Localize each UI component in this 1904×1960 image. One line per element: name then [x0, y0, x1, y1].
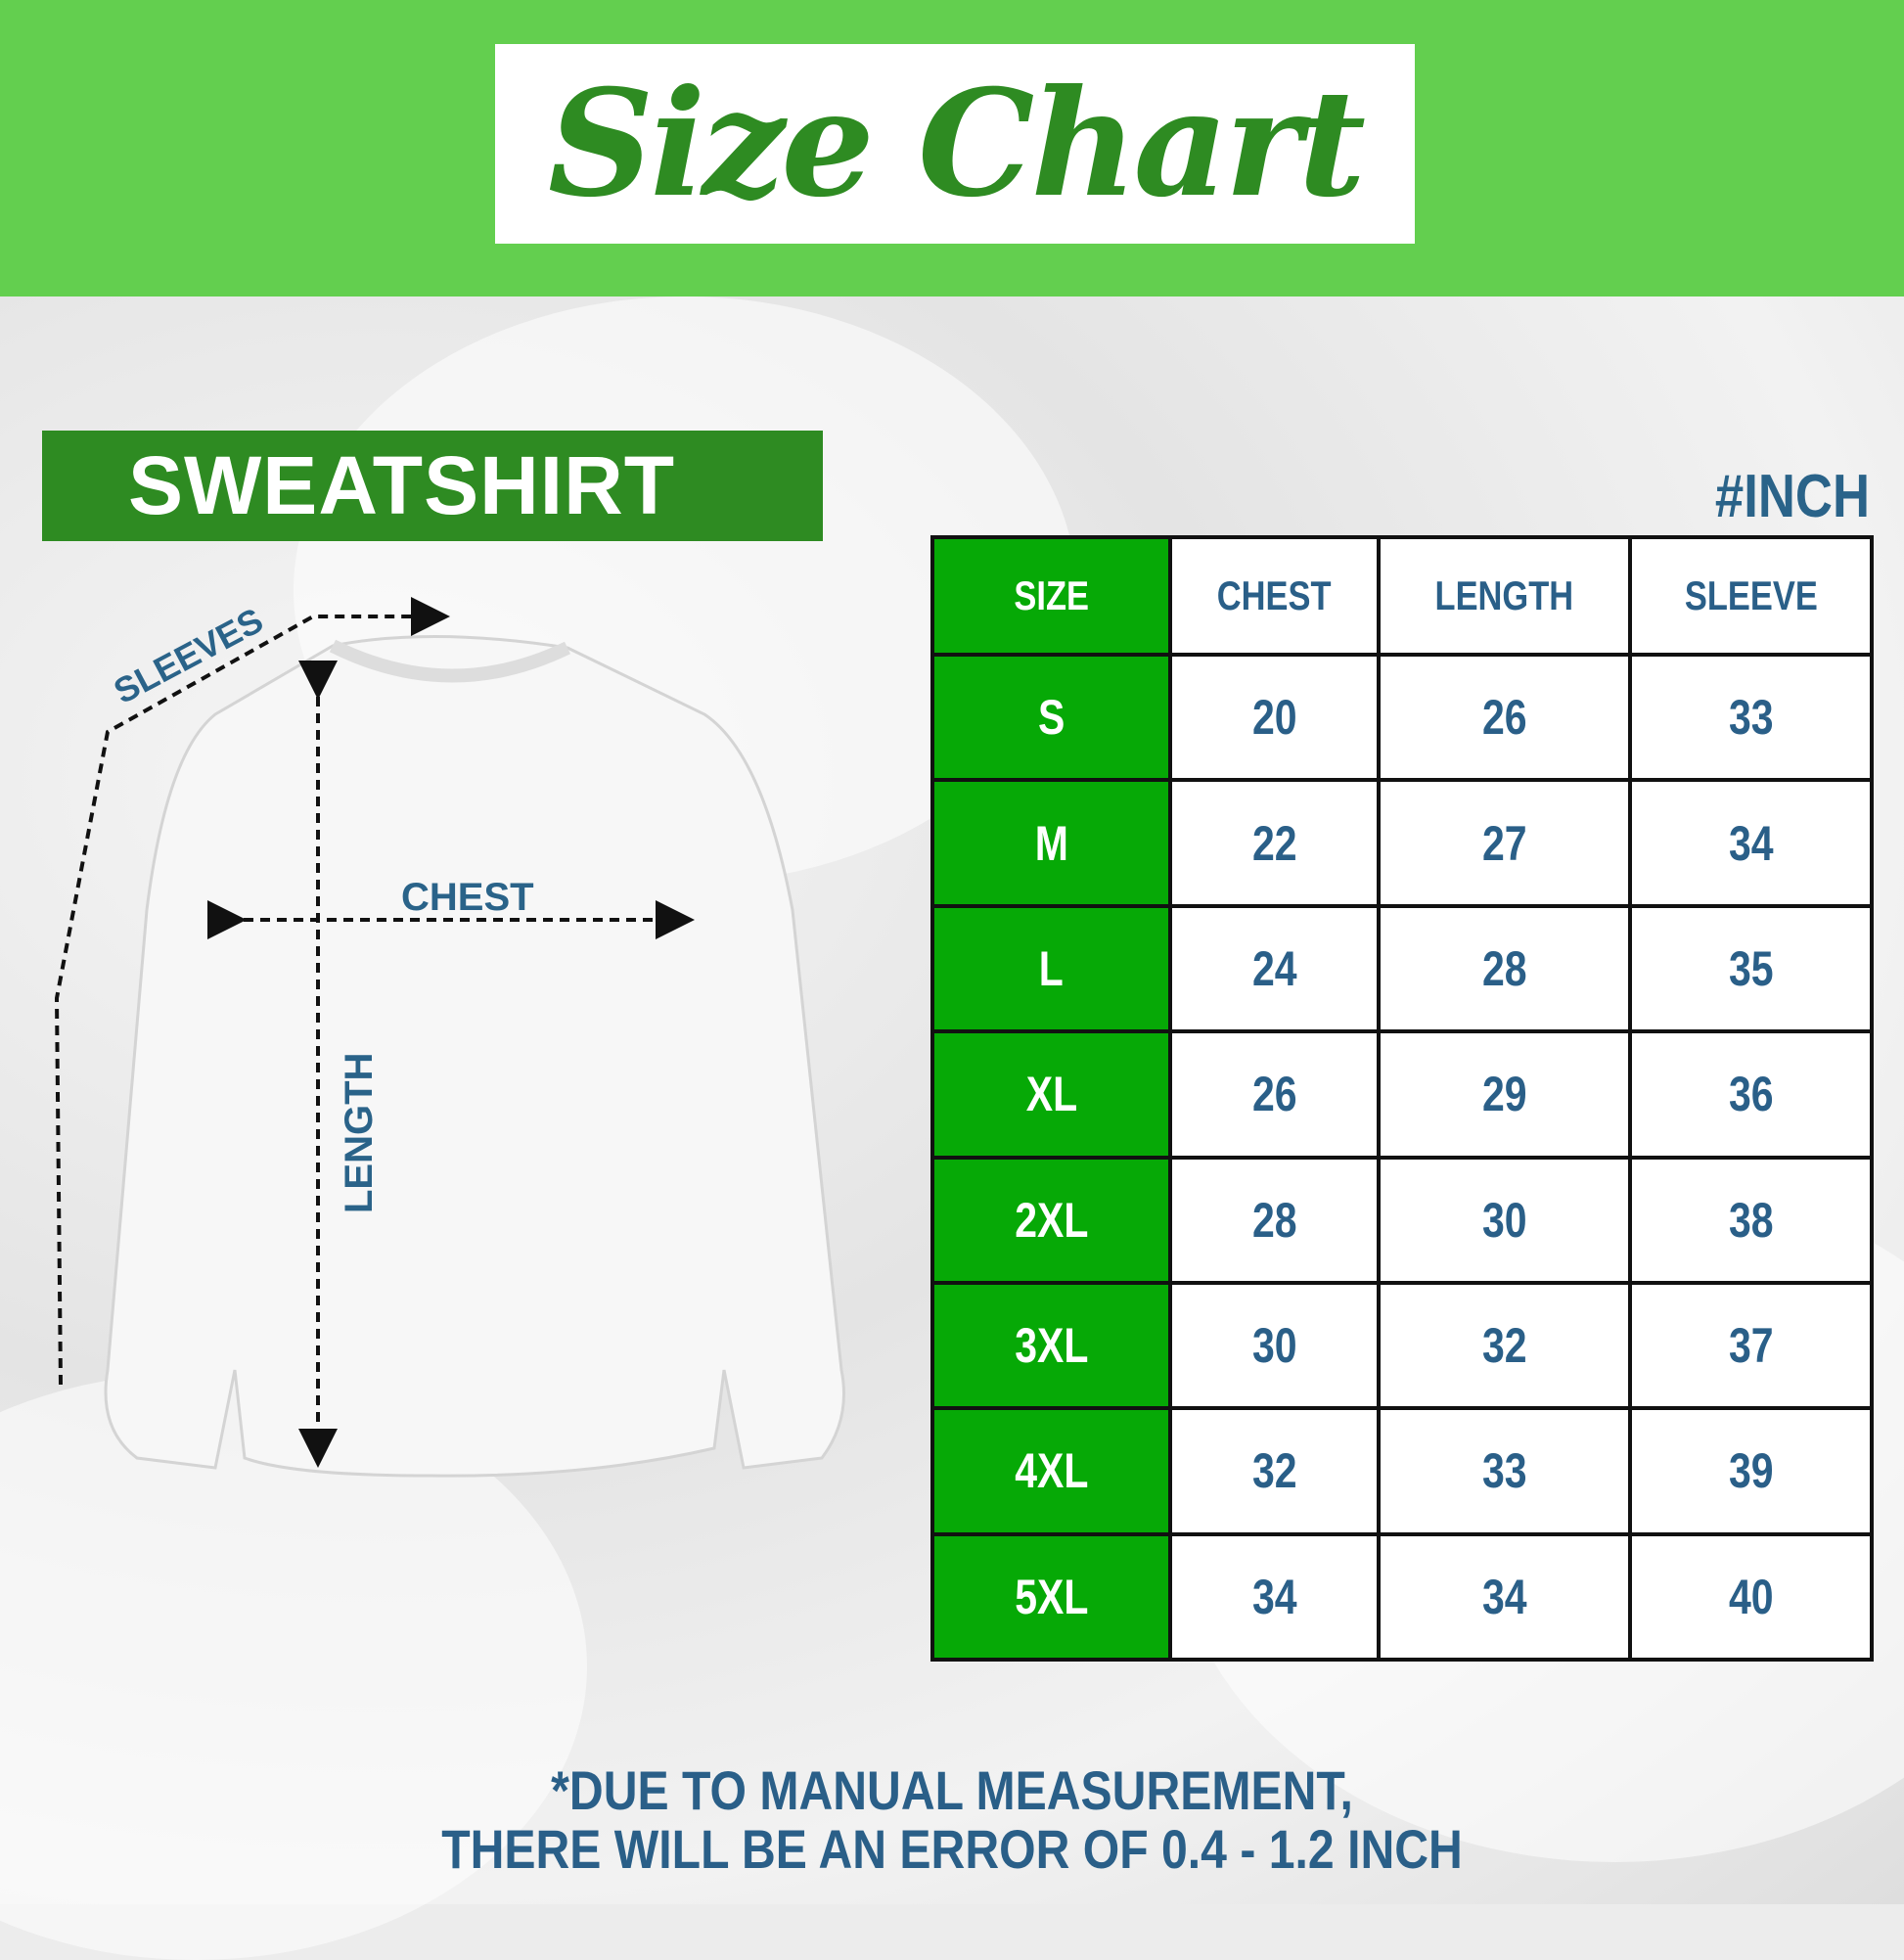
length-cell: 32: [1376, 1280, 1633, 1411]
header-length: LENGTH: [1376, 535, 1633, 657]
sleeve-cell: 38: [1628, 1155, 1874, 1285]
header-chest: CHEST: [1168, 535, 1381, 657]
length-cell: 33: [1376, 1406, 1633, 1536]
header-banner: Size Chart: [0, 0, 1904, 296]
size-cell: 4XL: [930, 1406, 1172, 1536]
table-row: L 24 28 35: [930, 903, 1874, 1034]
header-size: SIZE: [930, 535, 1172, 657]
size-cell: M: [930, 778, 1172, 908]
chest-cell: 32: [1168, 1406, 1381, 1536]
length-label: LENGTH: [338, 1053, 381, 1213]
sleeve-cell: 40: [1628, 1531, 1874, 1663]
table-row: XL 26 29 36: [930, 1029, 1874, 1160]
chest-cell: 30: [1168, 1280, 1381, 1411]
chest-label: CHEST: [401, 876, 534, 919]
table-row: 2XL 28 30 38: [930, 1155, 1874, 1285]
unit-label: #INCH: [1714, 463, 1870, 530]
product-banner: SWEATSHIRT: [42, 431, 823, 541]
chest-cell: 34: [1168, 1531, 1381, 1663]
length-cell: 34: [1376, 1531, 1633, 1663]
size-cell: S: [930, 652, 1172, 783]
size-cell: L: [930, 903, 1172, 1034]
length-cell: 30: [1376, 1155, 1633, 1285]
note-line-1: *DUE TO MANUAL MEASUREMENT,: [551, 1759, 1353, 1821]
table-row: 3XL 30 32 37: [930, 1280, 1874, 1411]
length-cell: 28: [1376, 903, 1633, 1034]
header-sleeve: SLEEVE: [1628, 535, 1874, 657]
size-table: SIZE CHEST LENGTH SLEEVE S 20 26 33 M 22 27 34 L…: [930, 535, 1874, 1663]
table-row: 5XL 34 34 40: [930, 1531, 1874, 1663]
chest-cell: 22: [1168, 778, 1381, 908]
size-cell: XL: [930, 1029, 1172, 1160]
size-cell: 2XL: [930, 1155, 1172, 1285]
note-line-2: THERE WILL BE AN ERROR OF 0.4 - 1.2 INCH: [441, 1818, 1463, 1880]
title-box: Size Chart: [495, 44, 1415, 244]
sweatshirt-image: [104, 635, 845, 1478]
table-row: S 20 26 33: [930, 652, 1874, 783]
sleeve-cell: 33: [1628, 652, 1874, 783]
sleeves-label: SLEEVES: [108, 600, 270, 711]
chest-cell: 24: [1168, 903, 1381, 1034]
sleeve-cell: 34: [1628, 778, 1874, 908]
sleeves-arrow: [54, 597, 450, 1386]
chest-cell: 28: [1168, 1155, 1381, 1285]
chest-cell: 20: [1168, 652, 1381, 783]
measurement-note: *DUE TO MANUAL MEASUREMENT, THERE WILL B…: [0, 1761, 1904, 1879]
size-cell: 5XL: [930, 1531, 1172, 1663]
table-row: 4XL 32 33 39: [930, 1406, 1874, 1536]
sweatshirt-diagram: CHEST LENGTH SLEEVES: [54, 597, 845, 1478]
table-header-row: SIZE CHEST LENGTH SLEEVE: [930, 535, 1874, 657]
length-cell: 27: [1376, 778, 1633, 908]
chest-cell: 26: [1168, 1029, 1381, 1160]
sleeve-cell: 35: [1628, 903, 1874, 1034]
sleeve-cell: 37: [1628, 1280, 1874, 1411]
page-title: Size Chart: [547, 58, 1366, 230]
product-name: SWEATSHIRT: [128, 439, 676, 531]
table-row: M 22 27 34: [930, 778, 1874, 908]
length-cell: 26: [1376, 652, 1633, 783]
length-cell: 29: [1376, 1029, 1633, 1160]
sleeve-cell: 36: [1628, 1029, 1874, 1160]
size-cell: 3XL: [930, 1280, 1172, 1411]
sleeve-cell: 39: [1628, 1406, 1874, 1536]
